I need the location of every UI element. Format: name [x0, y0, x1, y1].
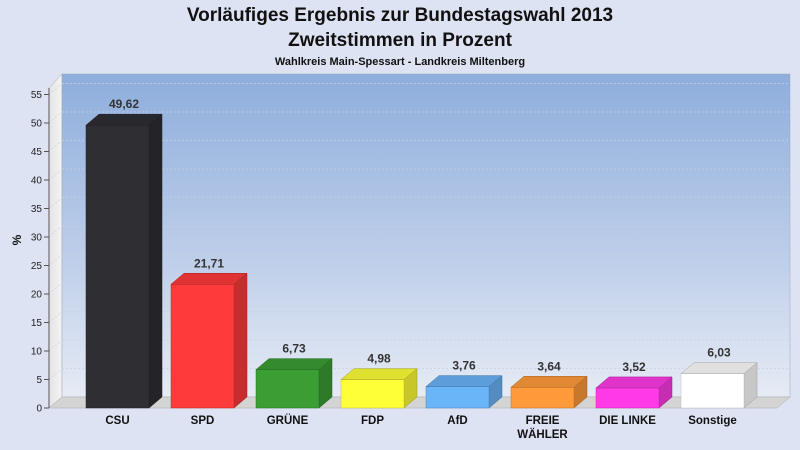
bar-front [85, 124, 150, 409]
bar-front [510, 387, 575, 409]
y-tick-label: 40 [31, 176, 43, 187]
chart-subtitle: Zweitstimmen in Prozent [288, 30, 512, 51]
bar [595, 376, 673, 409]
x-tick-label: CSU [105, 415, 129, 427]
gridline-side [48, 140, 63, 152]
x-tick-label: GRÜNE [267, 414, 309, 427]
data-label: 3,76 [452, 359, 476, 373]
bar-side [148, 113, 163, 409]
y-tick-label: 10 [31, 347, 43, 358]
bar-top [510, 376, 588, 388]
bar-top [425, 375, 503, 387]
bar-top [170, 273, 248, 285]
gridline-side [48, 311, 63, 323]
y-tick-label: 45 [31, 147, 43, 158]
x-tick-label: AfD [447, 415, 467, 427]
y-tick-label: 25 [31, 261, 43, 272]
gridline-side [48, 254, 63, 266]
gridline-side [48, 225, 63, 238]
gridline-side [48, 339, 63, 352]
x-tick-label: WÄHLER [517, 428, 568, 441]
bar-front [595, 387, 660, 409]
bar-front [340, 379, 405, 409]
y-tick-label: 50 [31, 119, 43, 130]
x-tick-label: DIE LINKE [599, 415, 656, 427]
category-labels: 49,62 CSU 21,71 SPD 6,73 GRÜNE 4,98 FDP 3,76 AfD 3… [105, 97, 736, 441]
y-axis: 0 5 10 15 20 25 30 35 40 45 50 55 [31, 88, 50, 415]
gridline-side [48, 168, 63, 181]
data-label: 3,52 [622, 360, 646, 374]
bar [510, 375, 588, 409]
bar-top [85, 113, 163, 126]
bar-top [595, 376, 673, 389]
gridline-side [48, 111, 63, 124]
bar [170, 272, 248, 409]
bar [255, 358, 333, 409]
data-label: 4,98 [367, 352, 391, 366]
bar-top [255, 358, 333, 370]
bars [85, 113, 758, 409]
data-label: 21,71 [194, 256, 224, 270]
y-tick-label: 15 [31, 318, 43, 329]
data-label: 6,03 [707, 346, 731, 360]
plot-side-wall [48, 73, 63, 409]
y-tick-label: 55 [31, 90, 43, 101]
bar [85, 113, 163, 409]
bar-front [680, 373, 745, 409]
gridline-side [48, 197, 63, 209]
data-label: 6,73 [282, 342, 306, 356]
x-tick-label: FREIE [526, 415, 560, 427]
chart-region-label: Wahlkreis Main-Spessart - Landkreis Milt… [275, 56, 525, 68]
gridline-side [48, 282, 63, 295]
bar [340, 368, 418, 409]
x-tick-label: SPD [191, 415, 215, 427]
x-tick-label: Sonstige [688, 415, 737, 427]
bar-front [170, 284, 235, 409]
x-tick-label: FDP [361, 415, 384, 427]
data-label: 49,62 [109, 97, 139, 111]
bar-front [425, 386, 490, 409]
y-tick-label: 20 [31, 290, 43, 301]
y-tick-label: 0 [36, 404, 42, 415]
chart-title: Vorläufiges Ergebnis zur Bundestagswahl … [187, 5, 613, 26]
gridline-side [48, 368, 63, 380]
bar [425, 375, 503, 409]
y-tick-label: 30 [31, 233, 43, 244]
y-axis-label: % [10, 234, 24, 245]
bar-front [255, 369, 320, 409]
y-tick-label: 35 [31, 204, 43, 215]
bar-top [680, 362, 758, 374]
gridline-side [48, 83, 63, 95]
bar-top [340, 368, 418, 380]
data-label: 3,64 [537, 359, 561, 373]
bar [680, 362, 758, 409]
y-tick-label: 5 [36, 375, 42, 386]
bar-side [233, 272, 248, 409]
